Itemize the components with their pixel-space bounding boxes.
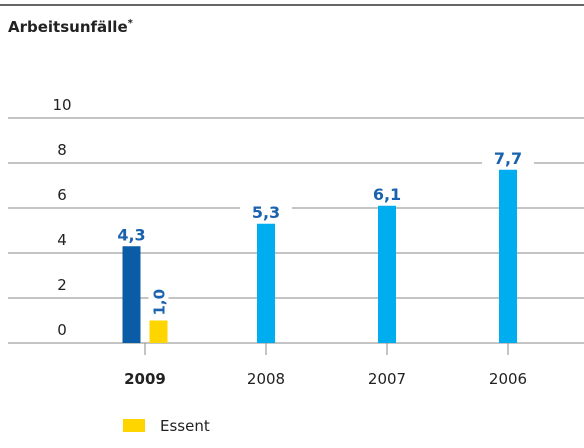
chart-title: Arbeitsunfälle* xyxy=(8,18,134,36)
y-tick-label: 8 xyxy=(57,141,67,159)
title-mark: * xyxy=(128,18,134,29)
label-bg xyxy=(482,145,534,168)
value-label: 6,1 xyxy=(373,185,401,204)
title-text: Arbeitsunfälle xyxy=(8,18,128,36)
y-tick-label: 6 xyxy=(57,186,67,204)
legend-label: Essent xyxy=(160,417,210,435)
value-label: 4,3 xyxy=(117,225,145,244)
x-tick-label: 2008 xyxy=(247,370,285,388)
label-bg xyxy=(240,199,292,222)
value-label: 7,7 xyxy=(494,149,522,168)
value-label: 5,3 xyxy=(252,203,280,222)
x-tick-label: 2006 xyxy=(489,370,527,388)
x-tick-label: 2007 xyxy=(368,370,406,388)
label-bg xyxy=(105,222,158,245)
value-label: 1,0 xyxy=(151,289,169,316)
bar xyxy=(257,223,275,343)
legend-swatch xyxy=(123,419,145,432)
bar xyxy=(499,169,517,343)
label-bg xyxy=(361,181,413,204)
bar xyxy=(149,320,168,343)
y-tick-label: 10 xyxy=(52,96,71,114)
label-bg xyxy=(148,284,169,319)
bar xyxy=(122,246,141,343)
y-tick-label: 4 xyxy=(57,231,67,249)
bar xyxy=(378,205,396,343)
y-tick-label: 2 xyxy=(57,276,67,294)
y-tick-label: 0 xyxy=(57,321,67,339)
x-tick-label: 2009 xyxy=(124,370,166,388)
